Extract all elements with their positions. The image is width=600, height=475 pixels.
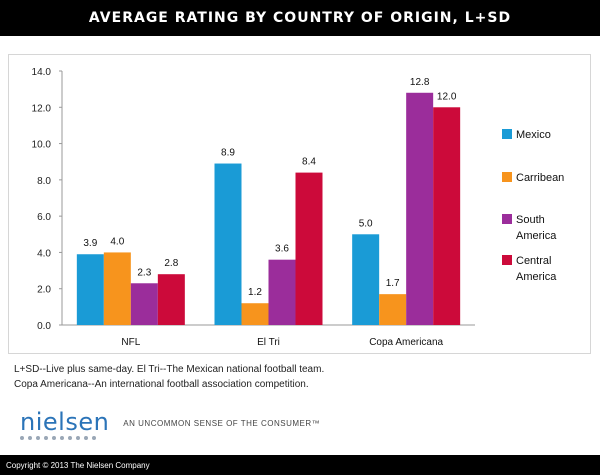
chart-frame — [8, 54, 591, 354]
bar-chart: 0.0 2.0 4.0 6.0 8.0 10.0 12.0 14.0 3.9 4.0 2.3 2.8 N… — [32, 67, 565, 348]
y-tick-label: 10.0 — [32, 140, 52, 151]
bar — [433, 107, 461, 326]
bar — [241, 303, 269, 325]
y-tick-label: 0.0 — [37, 321, 51, 332]
logo-dots — [20, 436, 109, 440]
chart-title: AVERAGE RATING BY COUNTRY OF ORIGIN, L+S… — [88, 10, 512, 26]
y-tick-label: 8.0 — [37, 176, 51, 187]
y-tick-label: 2.0 — [37, 285, 51, 296]
bar — [406, 92, 434, 326]
footer-bar: Copyright © 2013 The Nielsen Company — [0, 455, 600, 475]
bar — [214, 163, 242, 325]
legend-swatch — [502, 255, 512, 265]
title-bar: AVERAGE RATING BY COUNTRY OF ORIGIN, L+S… — [0, 0, 600, 36]
data-label: 1.7 — [386, 278, 400, 289]
data-label: 3.9 — [83, 238, 97, 249]
data-label: 2.8 — [164, 258, 178, 269]
footnotes: L+SD--Live plus same-day. El Tri--The Me… — [14, 362, 324, 392]
footnote-2: Copa Americana--An international footbal… — [14, 379, 309, 390]
bar — [103, 252, 131, 325]
category-label: NFL — [121, 337, 140, 348]
data-label: 8.9 — [221, 148, 235, 159]
legend-label: Carribean — [516, 172, 564, 184]
legend-label: Central — [516, 255, 551, 267]
y-tick-label: 12.0 — [32, 103, 52, 114]
legend-swatch — [502, 129, 512, 139]
legend-swatch — [502, 214, 512, 224]
data-label: 3.6 — [275, 244, 289, 255]
category-label: Copa Americana — [369, 337, 443, 348]
data-label: 4.0 — [110, 236, 124, 247]
y-tick-label: 6.0 — [37, 212, 51, 223]
legend-label: America — [516, 230, 557, 242]
y-tick-label: 4.0 — [37, 248, 51, 259]
bar — [379, 294, 407, 325]
footnote-1: L+SD--Live plus same-day. El Tri--The Me… — [14, 364, 325, 375]
bar — [157, 274, 185, 325]
data-label: 12.0 — [437, 91, 457, 102]
category-label: El Tri — [257, 337, 280, 348]
data-label: 1.2 — [248, 287, 262, 298]
bar — [352, 234, 380, 325]
data-label: 2.3 — [137, 267, 151, 278]
nielsen-logo: nielsen — [20, 410, 109, 440]
branding: nielsen AN UNCOMMON SENSE OF THE CONSUME… — [20, 410, 320, 440]
copyright-text: Copyright © 2013 The Nielsen Company — [6, 460, 150, 470]
bar — [295, 172, 323, 325]
data-label: 5.0 — [359, 218, 373, 229]
y-tick-label: 14.0 — [32, 67, 52, 78]
data-label: 8.4 — [302, 157, 316, 168]
bar — [76, 254, 104, 325]
bar — [130, 283, 158, 325]
logo-text: nielsen — [20, 408, 110, 436]
data-label: 12.8 — [410, 77, 430, 88]
legend-swatch — [502, 172, 512, 182]
legend-label: South — [516, 214, 545, 226]
bar — [268, 259, 296, 325]
legend-label: America — [516, 271, 557, 283]
tagline: AN UNCOMMON SENSE OF THE CONSUMER™ — [123, 419, 321, 428]
legend-label: Mexico — [516, 129, 551, 141]
